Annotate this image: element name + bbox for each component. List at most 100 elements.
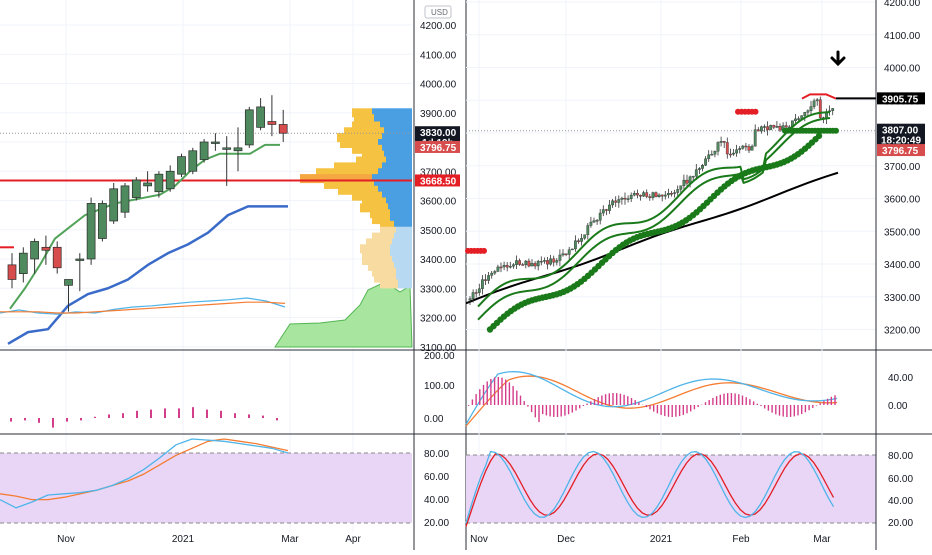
right-macd-histogram-bar bbox=[797, 405, 798, 415]
right-price-tick: 3600.00 bbox=[884, 195, 921, 206]
right-candle-body bbox=[528, 261, 530, 266]
right-candle-body bbox=[559, 255, 561, 260]
right-macd-histogram-bar bbox=[831, 397, 832, 405]
right-macd-histogram-bar bbox=[786, 405, 787, 417]
left-macd-histogram-bar bbox=[150, 410, 152, 418]
right-candle-body bbox=[472, 293, 474, 299]
right-macd-histogram-bar bbox=[498, 377, 499, 405]
right-candle-body bbox=[478, 289, 480, 293]
currency-badge: USD bbox=[431, 8, 448, 17]
right-psar-red-dot bbox=[481, 248, 487, 254]
right-candle-body bbox=[760, 127, 762, 131]
right-rsi-tick: 40.00 bbox=[888, 496, 913, 507]
right-candle-body bbox=[509, 266, 511, 267]
right-candle-body bbox=[639, 195, 641, 196]
right-candle-body bbox=[810, 107, 812, 111]
right-price-tick: 3500.00 bbox=[884, 227, 921, 238]
dual-chart-canvas[interactable]: USD4200.004100.004000.003900.003800.0037… bbox=[0, 0, 932, 550]
right-macd-histogram-bar bbox=[827, 399, 828, 405]
left-price-tick: 3900.00 bbox=[420, 109, 457, 120]
right-price-tick: 4000.00 bbox=[884, 64, 921, 75]
left-candle-body bbox=[279, 124, 287, 133]
right-candle-body bbox=[574, 241, 576, 249]
right-resistance-segment bbox=[802, 94, 836, 98]
right-candle-body bbox=[540, 261, 542, 262]
right-macd-histogram-bar bbox=[794, 405, 795, 416]
right-macd-histogram-bar bbox=[542, 405, 543, 414]
right-macd-histogram-bar bbox=[672, 405, 673, 417]
right-candle-body bbox=[714, 151, 716, 154]
right-candle-body bbox=[549, 259, 551, 264]
left-price-tick: 3600.00 bbox=[420, 197, 457, 208]
right-macd-histogram-bar bbox=[616, 393, 617, 405]
left-candle-body bbox=[257, 107, 265, 127]
right-macd-histogram-bar bbox=[834, 395, 835, 405]
right-macd-histogram-bar bbox=[768, 405, 769, 411]
right-candle-body bbox=[677, 189, 679, 192]
right-candle-body bbox=[807, 111, 809, 113]
right-candle-body bbox=[704, 159, 706, 165]
right-macd-histogram-bar bbox=[609, 393, 610, 405]
left-candle-body bbox=[31, 241, 39, 259]
right-candle-body bbox=[680, 186, 682, 190]
right-macd-histogram-bar bbox=[557, 405, 558, 417]
right-candle-body bbox=[726, 142, 728, 154]
right-candle-body bbox=[602, 210, 604, 214]
right-candle-body bbox=[618, 199, 620, 202]
right-candle-body bbox=[652, 193, 654, 198]
left-macd-histogram-bar bbox=[122, 413, 124, 418]
left-candle-body bbox=[166, 171, 174, 189]
right-candle-body bbox=[568, 250, 570, 255]
right-candle-body bbox=[531, 263, 533, 266]
right-macd-histogram-bar bbox=[535, 405, 536, 417]
right-candle-body bbox=[701, 165, 703, 168]
volume-profile-buy-bar bbox=[398, 279, 412, 288]
right-time-label: 2021 bbox=[650, 534, 673, 545]
right-candle-body bbox=[562, 254, 564, 255]
right-candle-body bbox=[515, 261, 517, 265]
right-candle-body bbox=[723, 141, 725, 142]
right-candle-body bbox=[503, 265, 505, 267]
right-macd-histogram-bar bbox=[564, 405, 565, 416]
right-time-label: Dec bbox=[557, 534, 575, 545]
right-candle-body bbox=[487, 275, 489, 280]
right-candle-body bbox=[664, 195, 666, 196]
right-macd-histogram-bar bbox=[561, 405, 562, 417]
right-macd-histogram-bar bbox=[771, 405, 772, 413]
left-time-label: Nov bbox=[57, 534, 75, 545]
left-price-tick: 3200.00 bbox=[420, 314, 457, 325]
left-macd-histogram-bar bbox=[94, 417, 96, 418]
right-rsi-tick: 80.00 bbox=[888, 451, 913, 462]
right-candle-body bbox=[630, 195, 632, 199]
right-candle-body bbox=[556, 260, 558, 262]
right-macd-histogram-bar bbox=[472, 399, 473, 405]
left-rsi-tick: 20.00 bbox=[424, 518, 449, 529]
right-macd-histogram-bar bbox=[664, 405, 665, 416]
right-candle-body bbox=[543, 260, 545, 261]
right-candle-body bbox=[742, 146, 744, 148]
left-macd-tick: 100.00 bbox=[424, 381, 455, 392]
right-macd-tick: 40.00 bbox=[888, 373, 913, 384]
right-candle-body bbox=[481, 280, 483, 289]
right-candle-body bbox=[658, 195, 660, 197]
left-candle-body bbox=[110, 189, 118, 221]
left-candle-body bbox=[19, 253, 27, 273]
left-prev-price-value: 3796.75 bbox=[420, 143, 457, 154]
right-candle-body bbox=[832, 108, 834, 110]
right-macd-histogram-bar bbox=[712, 398, 713, 405]
right-supertrend-line-lower bbox=[478, 118, 830, 320]
right-candle-body bbox=[670, 193, 672, 194]
right-macd-histogram-bar bbox=[631, 398, 632, 405]
right-macd-histogram-bar bbox=[594, 399, 595, 405]
left-candle-body bbox=[132, 180, 140, 198]
left-candle-body bbox=[87, 203, 95, 259]
right-candle-body bbox=[537, 261, 539, 266]
right-macd-histogram-bar bbox=[601, 395, 602, 405]
right-candle-body bbox=[580, 238, 582, 241]
left-macd-histogram-bar bbox=[234, 413, 236, 418]
right-candle-body bbox=[751, 146, 753, 150]
right-macd-histogram-bar bbox=[638, 402, 639, 405]
chart-workspace: USD4200.004100.004000.003900.003800.0037… bbox=[0, 0, 932, 550]
right-macd-histogram-bar bbox=[668, 405, 669, 417]
right-macd-histogram-bar bbox=[790, 405, 791, 417]
